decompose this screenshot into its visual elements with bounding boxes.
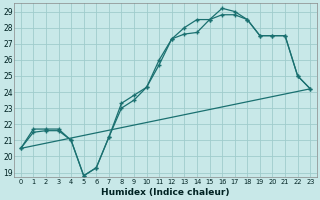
X-axis label: Humidex (Indice chaleur): Humidex (Indice chaleur) (101, 188, 230, 197)
